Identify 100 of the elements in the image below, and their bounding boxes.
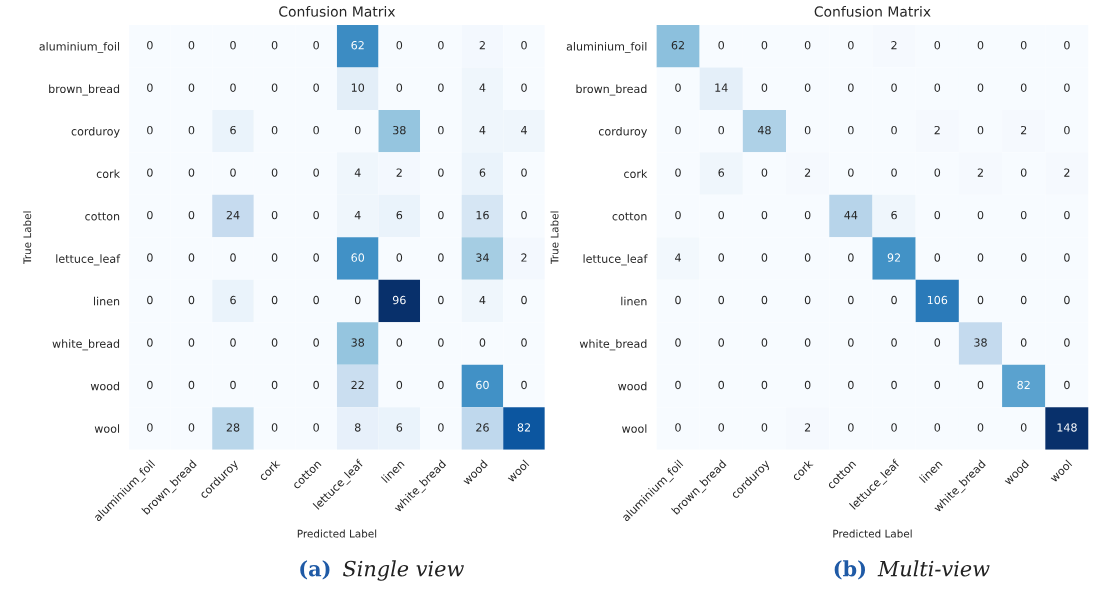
data-label: 0: [230, 253, 236, 262]
data-label: 4: [479, 126, 486, 135]
data-label: 0: [761, 41, 768, 50]
data-label: 0: [675, 338, 681, 347]
data-label: 8: [354, 423, 361, 432]
y-axis-title: True Label: [23, 211, 32, 265]
data-label: 0: [230, 338, 236, 347]
data-label: 0: [313, 210, 319, 220]
data-label: 0: [934, 253, 941, 262]
data-label: 0: [438, 168, 444, 177]
data-label: 0: [188, 295, 195, 305]
data-label: 0: [761, 295, 768, 305]
data-label: 0: [934, 338, 941, 347]
data-label: 0: [521, 295, 527, 305]
data-label: 0: [147, 423, 153, 432]
data-label: 0: [147, 41, 153, 50]
data-label: 0: [848, 83, 854, 92]
y-tick-label: white_bread: [579, 339, 647, 351]
data-label: 0: [1064, 125, 1070, 135]
data-label: 0: [521, 210, 527, 220]
data-label: 0: [804, 253, 811, 262]
data-label: 0: [804, 41, 811, 50]
data-label: 92: [887, 253, 901, 262]
data-label: 0: [718, 253, 725, 262]
data-label: 0: [1064, 253, 1070, 262]
data-label: 44: [844, 211, 858, 220]
data-label: 82: [1017, 380, 1030, 390]
data-label: 0: [1064, 210, 1070, 220]
data-label: 0: [891, 295, 897, 305]
data-label: 0: [934, 41, 941, 50]
data-label: 0: [934, 83, 941, 92]
data-label: 0: [313, 125, 319, 135]
data-label: 0: [438, 125, 444, 135]
data-label: 0: [313, 168, 319, 177]
data-label: 0: [891, 338, 897, 347]
data-label: 4: [479, 295, 486, 305]
data-label: 0: [188, 41, 195, 50]
data-label: 0: [271, 295, 278, 305]
data-label: 0: [761, 168, 768, 177]
data-label: 0: [1020, 210, 1027, 220]
data-label: 4: [479, 83, 486, 92]
data-label: 0: [271, 41, 278, 50]
data-label: 0: [230, 168, 236, 177]
data-label: 0: [977, 295, 984, 305]
data-label: 0: [188, 125, 195, 135]
y-tick-label: corduroy: [598, 126, 648, 138]
data-label: 0: [804, 380, 811, 390]
data-label: 0: [521, 41, 527, 50]
y-tick-label: aluminium_foil: [39, 41, 120, 54]
data-label: 34: [476, 253, 489, 262]
data-label: 0: [147, 253, 153, 262]
data-label: 2: [1064, 168, 1070, 177]
data-label: 0: [147, 338, 153, 347]
data-label: 4: [521, 126, 527, 135]
data-label: 0: [718, 295, 725, 305]
data-label: 0: [1064, 41, 1070, 50]
data-label: 0: [934, 380, 941, 390]
data-label: 0: [848, 125, 854, 135]
data-label: 0: [521, 338, 527, 347]
data-label: 2: [479, 41, 485, 50]
y-tick-label: cotton: [85, 212, 120, 221]
data-label: 14: [715, 83, 728, 92]
y-tick-label: lettuce_leaf: [583, 254, 648, 266]
y-axis-title: True Label: [550, 211, 559, 265]
data-label: 0: [848, 253, 854, 262]
data-label: 0: [313, 380, 319, 390]
y-tick-label: corduroy: [71, 126, 120, 138]
data-label: 2: [804, 168, 811, 177]
data-label: 0: [675, 83, 681, 92]
data-label: 4: [354, 211, 361, 220]
data-label: 0: [718, 338, 725, 347]
data-label: 0: [977, 83, 984, 92]
data-label: 6: [396, 210, 403, 220]
data-label: 38: [393, 125, 406, 135]
y-tick-label: wool: [622, 424, 647, 433]
data-label: 0: [718, 125, 725, 135]
data-label: 0: [675, 210, 681, 220]
data-label: 0: [761, 380, 768, 390]
y-tick-label: aluminium_foil: [566, 41, 647, 54]
data-label: 0: [521, 168, 527, 177]
data-label: 0: [188, 210, 195, 220]
data-label: 10: [351, 83, 365, 92]
data-label: 0: [977, 253, 984, 262]
data-label: 6: [230, 295, 236, 305]
y-tick-label: brown_bread: [49, 84, 120, 96]
data-label: 0: [1064, 83, 1070, 92]
y-tick-label: cork: [624, 169, 648, 178]
data-label: 0: [271, 423, 278, 432]
data-label: 6: [479, 168, 486, 177]
data-label: 0: [934, 210, 941, 220]
data-label: 0: [1020, 253, 1027, 262]
y-tick-label: wood: [90, 381, 120, 391]
data-label: 0: [147, 380, 153, 390]
data-label: 0: [804, 210, 811, 220]
data-label: 0: [761, 253, 768, 262]
data-label: 0: [271, 125, 278, 135]
data-label: 0: [761, 210, 768, 220]
data-label: 148: [1057, 423, 1077, 432]
data-label: 4: [354, 168, 361, 177]
data-label: 0: [1064, 338, 1070, 347]
